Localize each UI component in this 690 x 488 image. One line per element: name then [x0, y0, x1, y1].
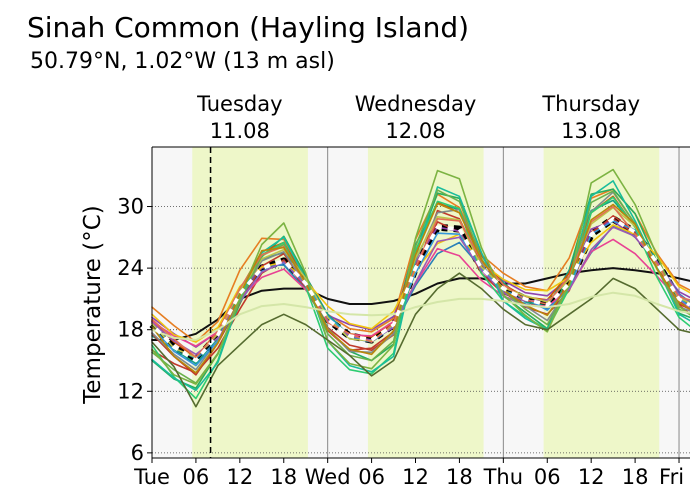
chart-title: Sinah Common (Hayling Island)	[27, 11, 470, 44]
y-axis-title: Temperature (°C)	[80, 205, 106, 405]
x-tick-label: 12	[226, 465, 253, 488]
axis-labels: 6 12 18 24 30 Tue 06 12 18 Wed 06 12 18 Thu 06 12 18 Fri T…	[80, 92, 684, 488]
x-tick-label: 18	[622, 465, 649, 488]
y-tick-label: 18	[117, 318, 144, 342]
plot-frame	[147, 146, 690, 463]
y-tick-label: 24	[117, 256, 144, 280]
x-tick-label: 18	[446, 465, 473, 488]
daylight-band	[192, 147, 308, 458]
series-line-24	[150, 217, 690, 363]
series-line-19	[151, 205, 690, 359]
day-header-date: 13.08	[561, 119, 621, 143]
x-tick-label: 12	[578, 465, 605, 488]
x-tick-label: 06	[183, 465, 210, 488]
series-line-22	[151, 272, 690, 408]
series-line-23	[151, 291, 690, 341]
x-tick-label: Fri	[659, 465, 684, 488]
x-tick-label: 06	[534, 465, 561, 488]
day-header-date: 11.08	[210, 119, 270, 143]
daylight-band	[543, 147, 660, 458]
y-tick-label: 30	[117, 195, 144, 219]
series-lines	[149, 168, 690, 408]
x-tick-label: Thu	[483, 465, 523, 488]
series-line-21	[151, 202, 690, 374]
series-line-17	[151, 206, 690, 359]
series-line-18	[151, 189, 690, 384]
x-tick-label: Tue	[133, 465, 170, 488]
day-header-weekday: Tuesday	[196, 92, 282, 116]
series-line-15	[151, 226, 690, 356]
y-tick-label: 12	[117, 379, 144, 403]
y-tick-label: 6	[131, 441, 144, 465]
x-tick-label: 18	[270, 465, 297, 488]
day-header-weekday: Wednesday	[355, 92, 477, 116]
x-tick-label: Wed	[305, 465, 351, 488]
day-header-weekday: Thursday	[541, 92, 640, 116]
day-header-date: 12.08	[385, 119, 445, 143]
x-tick-label: 06	[358, 465, 385, 488]
x-tick-label: 12	[402, 465, 429, 488]
chart-subtitle: 50.79°N, 1.02°W (13 m asl)	[30, 49, 335, 74]
